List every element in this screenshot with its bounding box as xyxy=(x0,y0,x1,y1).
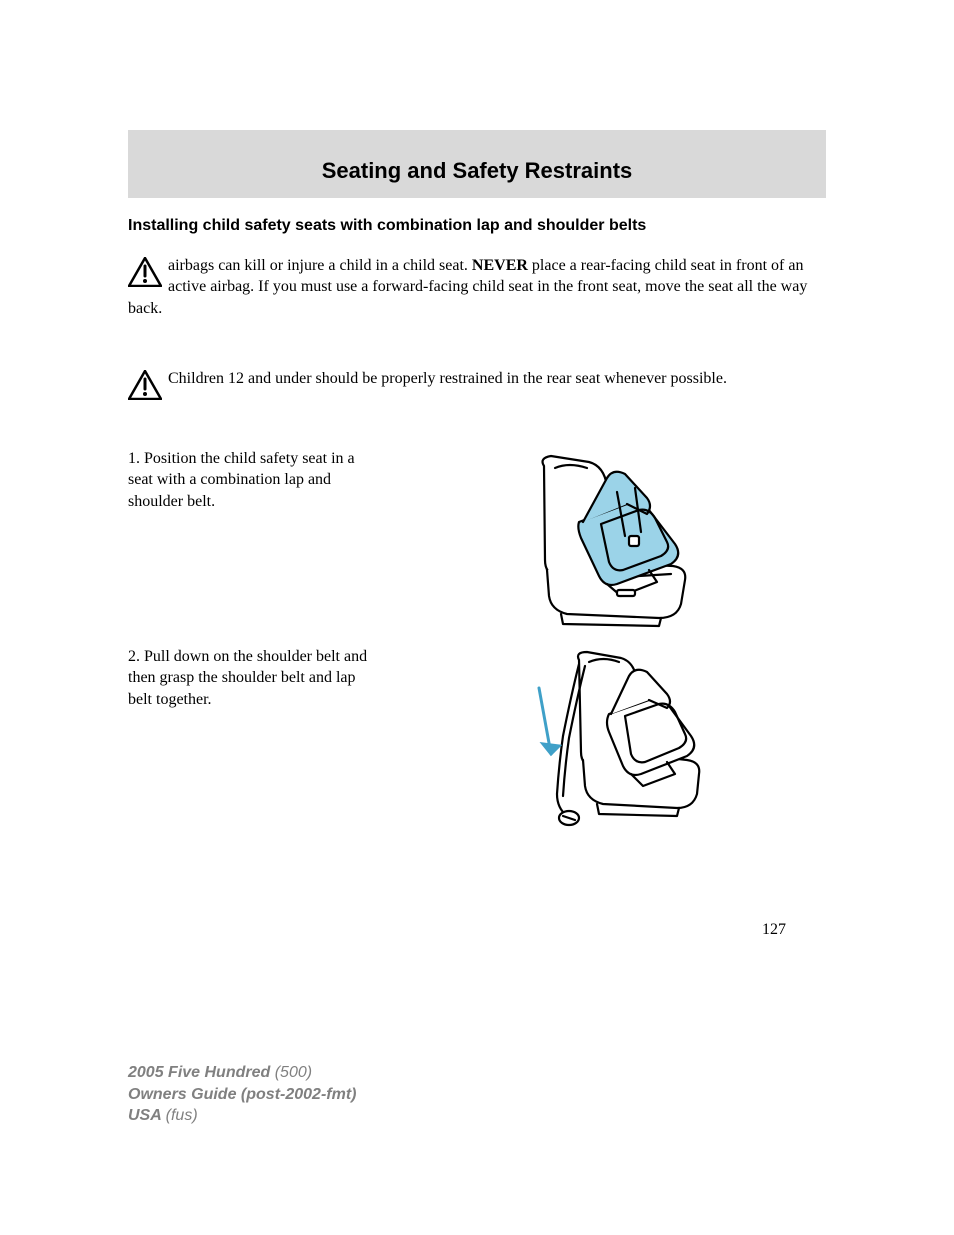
footer-line-2: Owners Guide (post-2002-fmt) xyxy=(128,1084,356,1106)
section-title: Seating and Safety Restraints xyxy=(128,158,826,184)
step-2-text: 2. Pull down on the shoulder belt and th… xyxy=(128,646,378,841)
page-number: 127 xyxy=(128,921,826,939)
warning-1-pre: airbags can kill or injure a child in a … xyxy=(168,257,472,274)
warning-1: airbags can kill or injure a child in a … xyxy=(128,255,826,320)
footer-line-1: 2005 Five Hundred (500) xyxy=(128,1062,356,1084)
footer: 2005 Five Hundred (500) Owners Guide (po… xyxy=(128,1062,356,1127)
step-1-row: 1. Position the child safety seat in a s… xyxy=(128,448,826,638)
page-content: Seating and Safety Restraints Installing… xyxy=(0,0,954,939)
footer-model: 2005 Five Hundred xyxy=(128,1064,275,1081)
section-header-bar: Seating and Safety Restraints xyxy=(128,130,826,198)
step-1-figure xyxy=(402,448,826,638)
footer-region-code: (fus) xyxy=(166,1107,198,1124)
warning-2: Children 12 and under should be properly… xyxy=(128,368,826,400)
warning-triangle-icon xyxy=(128,370,162,400)
footer-line-3: USA (fus) xyxy=(128,1105,356,1127)
warning-2-text: Children 12 and under should be properly… xyxy=(168,370,727,387)
subheading: Installing child safety seats with combi… xyxy=(128,216,648,237)
footer-model-code: (500) xyxy=(275,1064,312,1081)
warning-1-bold: NEVER xyxy=(472,257,528,274)
step-2-figure xyxy=(402,646,826,841)
step-1-text: 1. Position the child safety seat in a s… xyxy=(128,448,378,638)
step-2-row: 2. Pull down on the shoulder belt and th… xyxy=(128,646,826,841)
warning-triangle-icon xyxy=(128,257,162,287)
footer-region: USA xyxy=(128,1107,166,1124)
